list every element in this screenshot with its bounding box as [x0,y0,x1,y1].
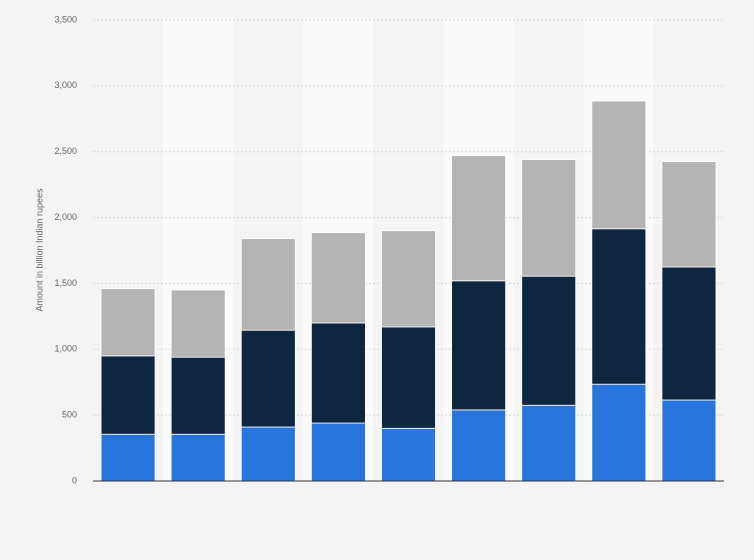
y-tick-label: 3,500 [54,14,77,24]
bar-segment [170,356,226,435]
bar-segment [591,228,647,385]
bar-segment [310,422,366,482]
y-tick-label: 1,000 [54,344,77,354]
y-tick-label: 3,000 [54,80,77,90]
bar-segment [521,404,577,482]
bar-segment [100,433,156,482]
bar-segment [310,232,366,324]
y-tick-label: 0 [72,475,77,485]
bar-segment [240,238,296,331]
bar-segment [521,275,577,406]
bar-segment [451,280,507,411]
bar-segment [381,230,436,328]
y-tick-label: 2,500 [54,146,77,156]
bar-segment [100,355,156,435]
bar-segment [451,155,507,282]
y-axis-label: Amount in billion Indian rupees [34,188,44,312]
bar-segment [240,329,296,428]
bar-segment [170,289,226,358]
bar-segment [381,326,436,429]
bar-segment [381,427,436,482]
bar-segment [310,322,366,424]
bar-segment [240,426,296,482]
bar-segment [451,409,507,482]
y-tick-label: 2,000 [54,212,77,222]
bar-segment [521,159,577,277]
bar-segment [661,266,717,401]
y-tick-label: 1,500 [54,278,77,288]
bar-segment [591,383,647,482]
bar-segment [170,433,226,482]
bar-segment [661,399,717,482]
y-tick-label: 500 [62,410,77,420]
bar-segment [661,161,717,268]
bar-segment [591,100,647,230]
bar-segment [100,288,156,357]
